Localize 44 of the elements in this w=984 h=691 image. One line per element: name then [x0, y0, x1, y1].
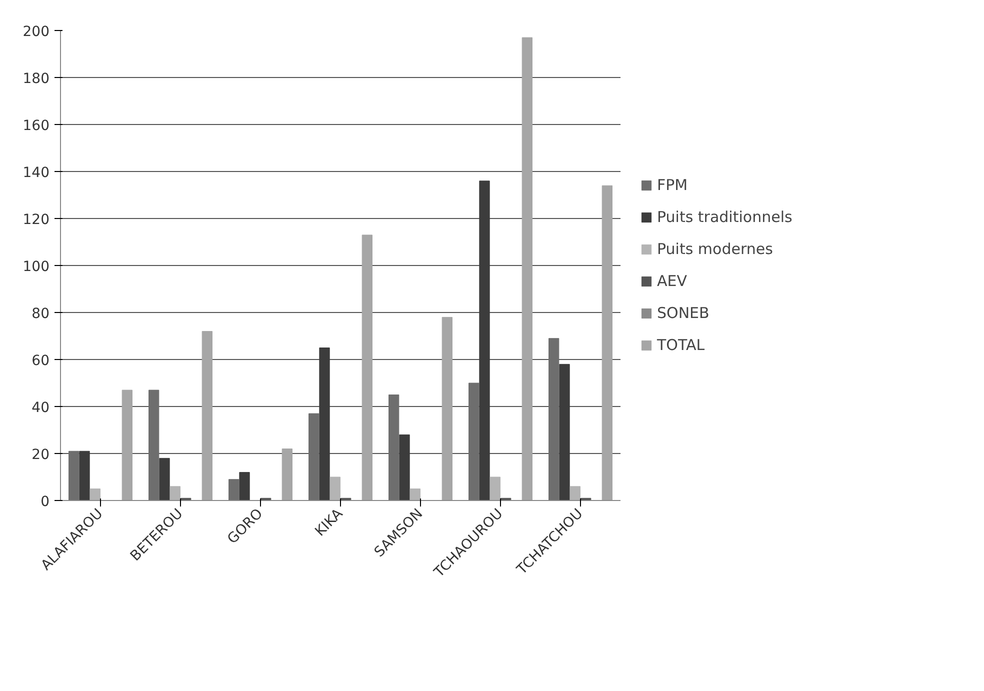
bar — [148, 390, 160, 500]
bar — [319, 348, 330, 500]
bar — [239, 472, 250, 500]
bar — [228, 479, 240, 500]
bar — [479, 180, 490, 500]
y-tick-label: 140 — [22, 165, 50, 181]
bar — [548, 338, 560, 500]
y-tick-label: 0 — [40, 494, 50, 510]
y-tick-label: 60 — [32, 353, 50, 369]
bar — [570, 486, 580, 500]
bar — [79, 450, 90, 500]
y-tick-label: 80 — [32, 306, 50, 322]
y-tick-label: 120 — [22, 212, 50, 228]
bar — [159, 458, 170, 500]
bar — [170, 486, 180, 500]
y-tick-label: 160 — [22, 118, 50, 134]
legend-label: Puits modernes — [657, 240, 773, 258]
bar — [468, 382, 480, 500]
y-tick-label: 100 — [22, 259, 50, 275]
bar — [362, 234, 372, 500]
legend-label: SONEB — [657, 304, 710, 322]
y-tick-label: 40 — [32, 400, 50, 416]
bar — [122, 390, 132, 500]
bar — [442, 316, 452, 500]
y-tick-label: 200 — [22, 24, 50, 40]
legend-label: AEV — [657, 272, 687, 290]
legend-label: Puits traditionnels — [657, 208, 792, 226]
bar — [202, 331, 212, 500]
bar — [522, 37, 532, 500]
bar — [559, 364, 570, 500]
y-tick-label: 180 — [22, 71, 50, 87]
bar — [90, 488, 100, 500]
bar — [602, 185, 612, 500]
y-tick-label: 20 — [32, 447, 50, 463]
bar — [410, 488, 420, 500]
bar — [308, 413, 320, 500]
bar — [68, 450, 80, 500]
legend-label: FPM — [657, 176, 688, 194]
legend-label: TOTAL — [657, 336, 705, 354]
bar — [282, 448, 292, 500]
bar — [490, 476, 500, 500]
bar — [399, 434, 410, 500]
bar — [330, 476, 340, 500]
bar — [388, 394, 400, 500]
